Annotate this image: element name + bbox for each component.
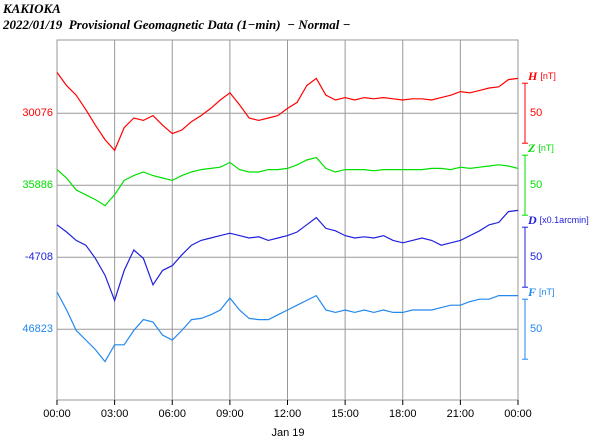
scale-label: 50 bbox=[530, 179, 542, 191]
x-tick-label: 00:00 bbox=[43, 408, 71, 420]
series-name: Z bbox=[527, 141, 536, 155]
x-tick-label: 15:00 bbox=[331, 408, 359, 420]
x-tick-label: 06:00 bbox=[158, 408, 186, 420]
x-tick-label: 18:00 bbox=[389, 408, 417, 420]
series-unit: [nT] bbox=[540, 72, 556, 82]
y-tick-label: 46823 bbox=[22, 323, 53, 335]
y-tick-label: 30076 bbox=[22, 107, 53, 119]
legend-entry: Z [nT] bbox=[527, 141, 554, 155]
chart-title: KAKIOKA bbox=[2, 1, 61, 16]
scale-label: 50 bbox=[530, 323, 542, 335]
x-tick-label: 12:00 bbox=[274, 408, 302, 420]
scale-label: 50 bbox=[530, 251, 542, 263]
series-name: F bbox=[527, 285, 536, 299]
series-name: D bbox=[527, 213, 537, 227]
series-line bbox=[56, 72, 519, 152]
legend-entry: F [nT] bbox=[527, 285, 555, 299]
x-tick-label: 21:00 bbox=[447, 408, 475, 420]
x-axis-label: Jan 19 bbox=[271, 427, 304, 439]
legend-entry: H [nT] bbox=[527, 69, 556, 83]
series-unit: [nT] bbox=[539, 288, 555, 298]
y-tick-label: 35886 bbox=[22, 179, 53, 191]
y-tick-label: -4708 bbox=[25, 251, 53, 263]
series-line bbox=[56, 156, 519, 207]
scale-label: 50 bbox=[530, 107, 542, 119]
chart-subtitle: 2022/01/19 Provisional Geomagnetic Data … bbox=[2, 17, 351, 32]
series-line bbox=[56, 291, 518, 363]
series-unit: [x0.1arcmin] bbox=[540, 216, 589, 226]
legend-entry: D [x0.1arcmin] bbox=[527, 213, 589, 227]
x-tick-label: 09:00 bbox=[216, 408, 244, 420]
x-tick-label: 03:00 bbox=[101, 408, 129, 420]
series-unit: [nT] bbox=[538, 144, 554, 154]
series-name: H bbox=[527, 69, 538, 83]
series-line bbox=[56, 209, 519, 303]
x-tick-label: 00:00 bbox=[504, 408, 532, 420]
